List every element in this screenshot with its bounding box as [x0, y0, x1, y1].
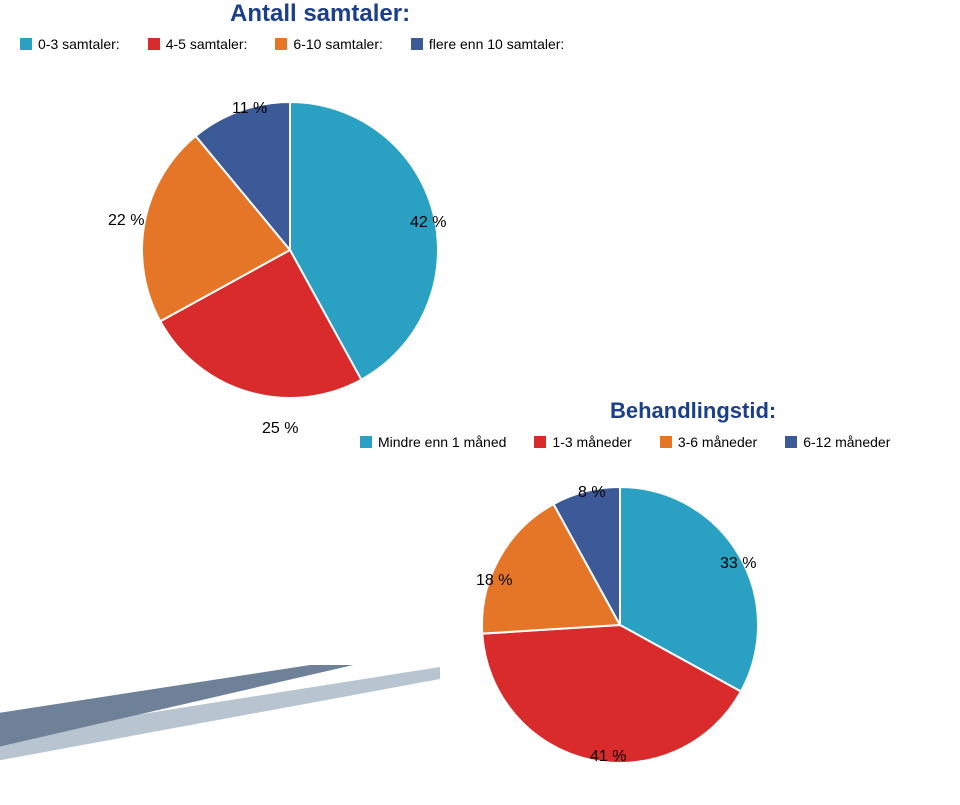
chart1-title: Antall samtaler:: [230, 0, 410, 28]
chart1-slice-label: 25 %: [262, 420, 298, 438]
chart1-slice-label: 42 %: [410, 214, 446, 232]
chart1-legend-item: 4-5 samtaler:: [148, 36, 248, 52]
chart2-title: Behandlingstid:: [610, 398, 776, 424]
chart1-legend-item: 0-3 samtaler:: [20, 36, 120, 52]
chart1-legend-item: 6-10 samtaler:: [275, 36, 382, 52]
chart2-slice-label: 18 %: [476, 572, 512, 590]
chart1-legend-swatch: [20, 38, 32, 50]
chart2-legend-swatch: [660, 436, 672, 448]
chart2-slice: [482, 504, 620, 634]
chart2-legend-label: 1-3 måneder: [552, 434, 631, 450]
chart1-legend-swatch: [411, 38, 423, 50]
chart1-legend-swatch: [275, 38, 287, 50]
chart2-slice: [554, 487, 620, 625]
decorative-wedge: [0, 665, 440, 805]
chart1-legend-label: 6-10 samtaler:: [293, 36, 382, 52]
chart1-legend-label: 4-5 samtaler:: [166, 36, 248, 52]
chart2-legend-item: 1-3 måneder: [534, 434, 631, 450]
chart2-legend-item: 6-12 måneder: [785, 434, 890, 450]
chart2-pie: [0, 0, 960, 765]
chart1-pie: [0, 0, 960, 765]
chart1-legend-item: flere enn 10 samtaler:: [411, 36, 564, 52]
chart2-legend-label: 6-12 måneder: [803, 434, 890, 450]
chart2-legend-label: Mindre enn 1 måned: [378, 434, 506, 450]
chart1-slice: [290, 102, 438, 380]
chart2-legend-item: 3-6 måneder: [660, 434, 757, 450]
chart1-legend-label: 0-3 samtaler:: [38, 36, 120, 52]
chart2-legend-item: Mindre enn 1 måned: [360, 434, 506, 450]
chart2-legend-swatch: [785, 436, 797, 448]
chart2-legend-swatch: [534, 436, 546, 448]
chart1-legend-label: flere enn 10 samtaler:: [429, 36, 564, 52]
chart2-slice: [620, 487, 758, 691]
chart2-slice-label: 33 %: [720, 555, 756, 573]
chart1-slice: [142, 136, 290, 321]
chart2-legend-swatch: [360, 436, 372, 448]
chart2-slice-label: 8 %: [578, 484, 606, 502]
chart2-legend: Mindre enn 1 måned 1-3 måneder 3-6 måneder…: [360, 434, 890, 450]
chart1-slice: [196, 102, 290, 250]
chart2-slice-label: 41 %: [590, 748, 626, 766]
chart2-slice: [482, 625, 741, 763]
chart1-slice-label: 11 %: [232, 100, 267, 118]
chart1-legend-swatch: [148, 38, 160, 50]
chart1-legend: 0-3 samtaler: 4-5 samtaler: 6-10 samtaler:…: [20, 36, 564, 52]
chart2-legend-label: 3-6 måneder: [678, 434, 757, 450]
chart1-slice-label: 22 %: [108, 212, 144, 230]
chart1-slice: [160, 250, 361, 398]
